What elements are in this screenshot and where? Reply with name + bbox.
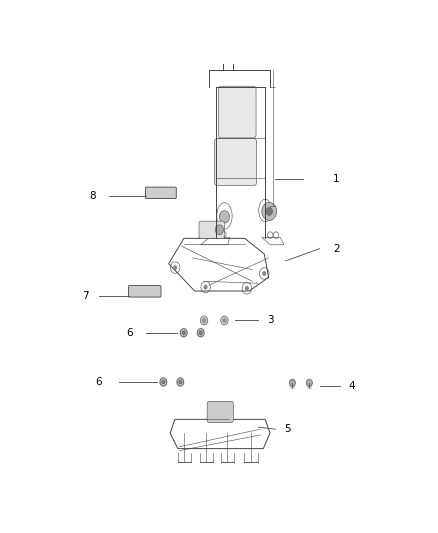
- Text: 7: 7: [82, 291, 88, 301]
- Circle shape: [179, 381, 182, 384]
- Circle shape: [180, 329, 187, 337]
- Circle shape: [266, 207, 273, 215]
- Text: 6: 6: [126, 328, 133, 338]
- FancyBboxPatch shape: [207, 401, 233, 423]
- Circle shape: [262, 203, 277, 221]
- Circle shape: [202, 318, 206, 322]
- Text: 3: 3: [267, 316, 274, 326]
- Text: 5: 5: [284, 424, 290, 434]
- Text: 2: 2: [333, 244, 340, 254]
- Circle shape: [199, 331, 202, 334]
- Circle shape: [223, 318, 226, 322]
- Circle shape: [200, 316, 208, 325]
- Text: 6: 6: [95, 377, 102, 387]
- FancyBboxPatch shape: [199, 221, 224, 238]
- FancyBboxPatch shape: [219, 86, 256, 138]
- Text: 1: 1: [333, 174, 340, 184]
- Circle shape: [262, 271, 266, 276]
- Circle shape: [162, 381, 165, 384]
- Circle shape: [306, 379, 312, 386]
- FancyBboxPatch shape: [145, 187, 176, 199]
- Circle shape: [221, 316, 228, 325]
- Circle shape: [182, 331, 185, 334]
- Circle shape: [160, 378, 167, 386]
- Circle shape: [204, 285, 208, 289]
- Circle shape: [219, 211, 230, 223]
- Circle shape: [215, 225, 223, 235]
- Circle shape: [177, 378, 184, 386]
- Text: 8: 8: [89, 191, 95, 201]
- FancyBboxPatch shape: [128, 286, 161, 297]
- Circle shape: [197, 329, 204, 337]
- Text: 4: 4: [348, 381, 355, 391]
- Circle shape: [245, 286, 249, 291]
- Circle shape: [173, 265, 177, 270]
- FancyBboxPatch shape: [214, 139, 257, 185]
- Circle shape: [290, 379, 295, 386]
